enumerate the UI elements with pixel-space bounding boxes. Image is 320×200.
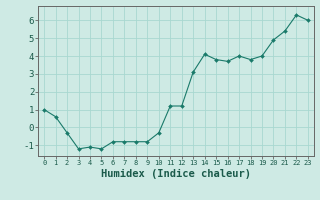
X-axis label: Humidex (Indice chaleur): Humidex (Indice chaleur) [101,169,251,179]
